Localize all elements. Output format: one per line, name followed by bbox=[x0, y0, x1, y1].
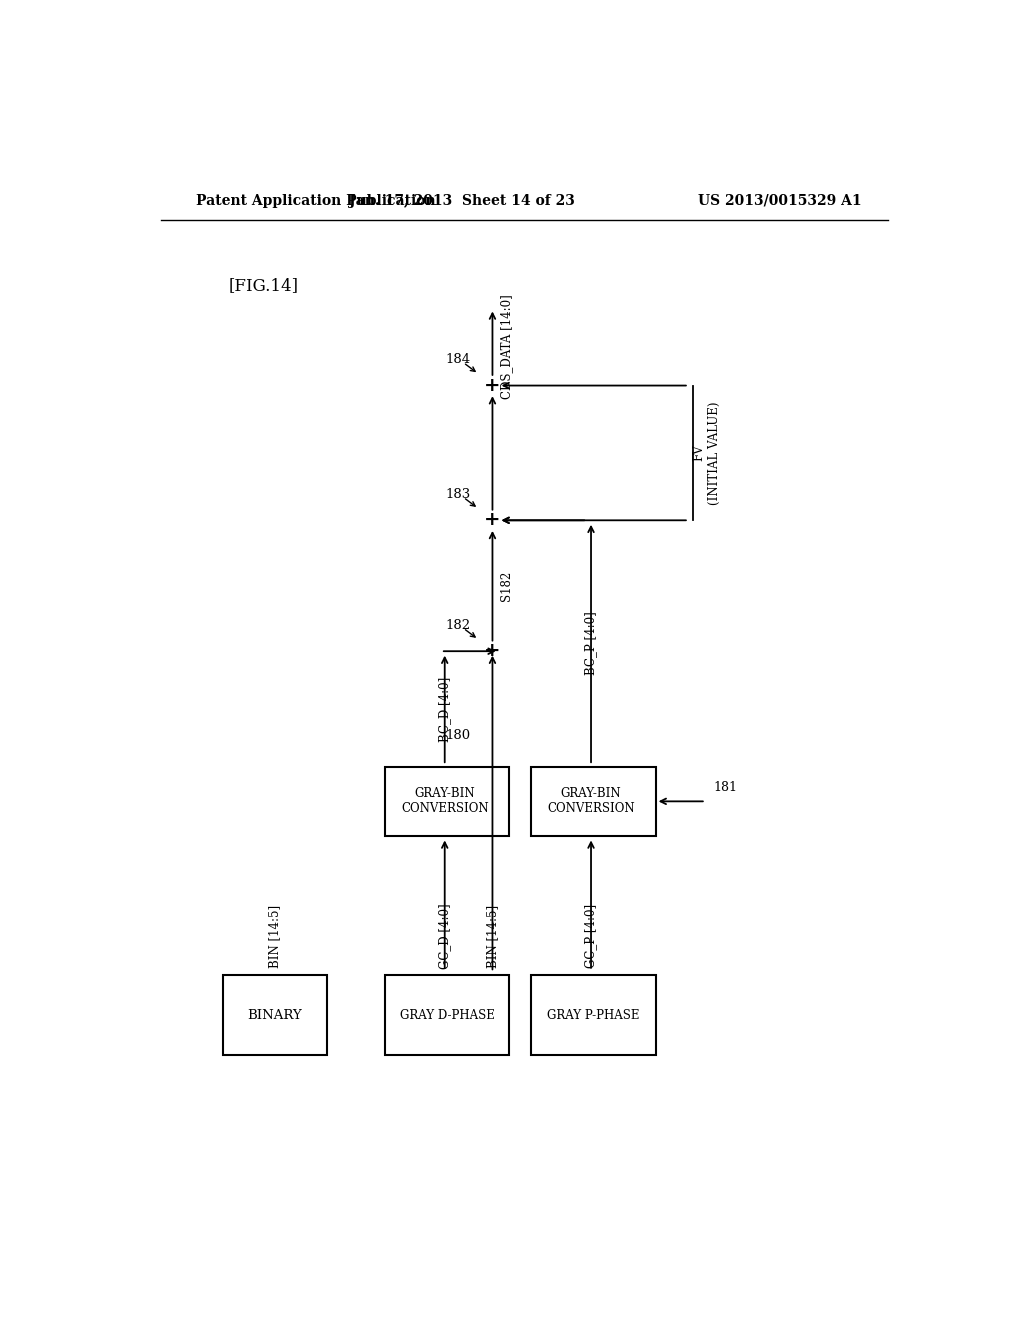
Text: GRAY-BIN
CONVERSION: GRAY-BIN CONVERSION bbox=[401, 787, 488, 816]
Bar bbox=[531, 974, 655, 1056]
Text: [FIG.14]: [FIG.14] bbox=[229, 277, 299, 294]
Text: +: + bbox=[484, 643, 501, 660]
Text: Patent Application Publication: Patent Application Publication bbox=[196, 194, 435, 207]
Text: GRAY D-PHASE: GRAY D-PHASE bbox=[399, 1008, 495, 1022]
Text: CDS_DATA [14:0]: CDS_DATA [14:0] bbox=[500, 294, 513, 400]
Text: +: + bbox=[484, 376, 501, 395]
Text: 184: 184 bbox=[445, 354, 471, 367]
Text: BC_P [4:0]: BC_P [4:0] bbox=[585, 611, 598, 676]
Bar bbox=[385, 974, 509, 1056]
Text: BIN [14:5]: BIN [14:5] bbox=[486, 904, 499, 968]
Text: US 2013/0015329 A1: US 2013/0015329 A1 bbox=[698, 194, 862, 207]
Text: 181: 181 bbox=[714, 780, 737, 793]
Text: GRAY-BIN
CONVERSION: GRAY-BIN CONVERSION bbox=[547, 787, 635, 816]
Text: BINARY: BINARY bbox=[248, 1008, 302, 1022]
Text: GRAY P-PHASE: GRAY P-PHASE bbox=[547, 1008, 640, 1022]
Text: BIN [14:5]: BIN [14:5] bbox=[268, 904, 282, 968]
Bar bbox=[531, 767, 655, 836]
Bar bbox=[385, 767, 509, 836]
Text: GC_P [4:0]: GC_P [4:0] bbox=[585, 904, 598, 968]
Text: S182: S182 bbox=[500, 570, 513, 601]
Text: +: + bbox=[484, 511, 501, 529]
Text: 182: 182 bbox=[445, 619, 471, 632]
Bar bbox=[223, 974, 327, 1056]
Text: 180: 180 bbox=[445, 730, 471, 742]
Text: FV
(INITIAL VALUE): FV (INITIAL VALUE) bbox=[692, 401, 721, 504]
Text: BC_D [4:0]: BC_D [4:0] bbox=[438, 676, 452, 742]
Text: Jan. 17, 2013  Sheet 14 of 23: Jan. 17, 2013 Sheet 14 of 23 bbox=[349, 194, 574, 207]
Text: GC_D [4:0]: GC_D [4:0] bbox=[438, 903, 452, 969]
Text: 183: 183 bbox=[445, 488, 471, 502]
